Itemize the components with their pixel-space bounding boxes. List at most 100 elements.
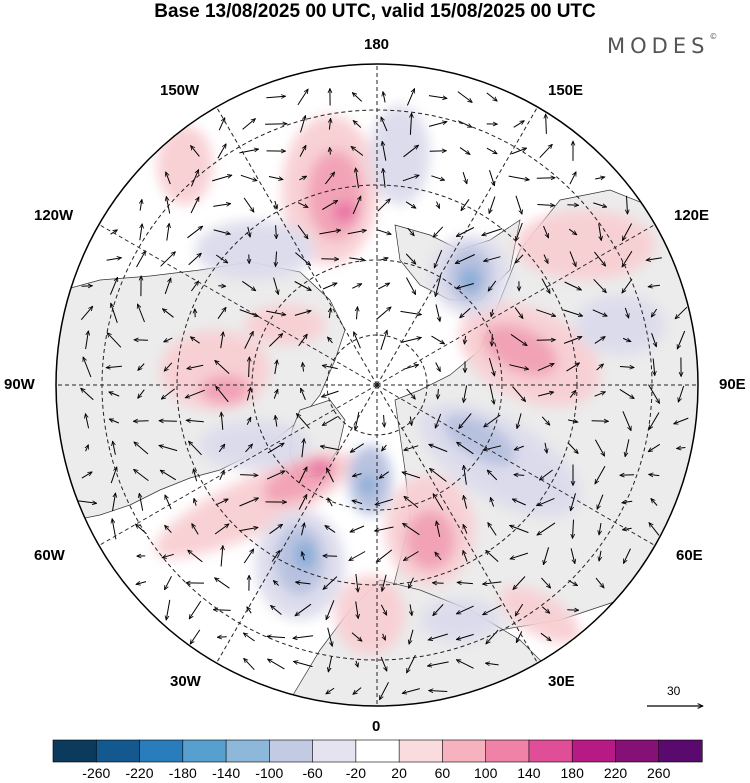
wind-arrow — [275, 360, 277, 375]
meridian-line — [376, 224, 656, 386]
wind-arrow — [269, 524, 283, 535]
graticule — [56, 64, 698, 706]
wind-arrow — [322, 200, 337, 211]
lon-label-150e: 150E — [548, 82, 584, 99]
wind-arrow — [244, 331, 254, 349]
wind-arrow — [508, 175, 530, 180]
wind-arrow — [294, 281, 312, 291]
wind-arrow — [164, 278, 171, 295]
anomaly-negative — [195, 220, 315, 280]
wind-arrow — [515, 195, 522, 214]
colorbar-swatch — [225, 739, 270, 763]
meridian-line — [216, 384, 378, 664]
lon-label-60e: 60E — [676, 547, 703, 564]
wind-arrow — [463, 524, 468, 534]
wind-arrow — [166, 599, 171, 620]
wind-arrow — [488, 523, 497, 536]
wind-arrow — [597, 494, 604, 510]
meridians — [56, 64, 698, 706]
wind-arrow — [487, 470, 498, 481]
wind-arrow — [677, 448, 686, 449]
meridian-line — [98, 384, 378, 546]
wind-arrow — [221, 546, 223, 567]
wind-arrow — [403, 523, 420, 536]
wind-arrow — [569, 390, 576, 398]
wind-arrow — [110, 230, 118, 235]
colorbar-swatch — [528, 739, 573, 763]
wind-arrow — [297, 224, 308, 239]
wind-arrow — [567, 420, 578, 422]
wind-arrow — [276, 251, 277, 267]
wind-arrow — [537, 522, 556, 535]
wind-arrow — [382, 574, 387, 592]
wind-arrow — [353, 121, 362, 128]
wind-arrow — [563, 309, 582, 316]
wind-arrow — [136, 251, 146, 268]
wind-arrow — [510, 333, 527, 345]
wind-arrow — [111, 303, 118, 323]
wind-arrow — [185, 389, 205, 398]
anomaly-positive — [482, 323, 558, 377]
wind-arrow — [243, 633, 255, 642]
wind-arrow — [400, 310, 422, 314]
wind-arrow — [591, 421, 609, 422]
wind-arrow — [489, 383, 494, 404]
lon-label-150w: 150W — [160, 82, 200, 99]
wind-arrow — [510, 552, 529, 559]
wind-arrow — [239, 498, 259, 507]
wind-arrow — [266, 470, 285, 480]
meridian-line — [98, 224, 378, 386]
wind-arrow — [268, 334, 282, 347]
wind-arrow — [295, 603, 312, 616]
wind-arrow — [213, 204, 230, 207]
wind-arrow — [678, 385, 685, 402]
wind-arrow — [570, 548, 575, 563]
wind-arrow — [165, 575, 172, 590]
colorbar-swatch — [442, 739, 487, 763]
wind-arrow — [405, 253, 416, 264]
wind-arrow — [545, 442, 547, 453]
wind-arrow — [221, 412, 223, 430]
wind-arrow — [515, 254, 524, 263]
wind-arrow — [166, 197, 171, 214]
wind-arrow — [295, 252, 310, 266]
wind-arrow — [110, 467, 117, 484]
anomaly-positive — [307, 150, 363, 240]
wind-arrow — [379, 258, 388, 260]
wind-arrow — [301, 523, 305, 536]
wind-arrow — [434, 249, 443, 268]
wind-arrow — [190, 629, 201, 644]
wind-arrow — [431, 335, 445, 344]
wind-arrow — [541, 278, 550, 294]
meridian-line — [216, 106, 378, 386]
colorbar-tick-label: -20 — [345, 765, 367, 781]
colorbar — [52, 739, 703, 763]
wind-arrow — [329, 118, 330, 130]
colorbar-tick-label: -140 — [212, 765, 241, 781]
wind-arrow — [622, 223, 633, 241]
wind-arrow — [352, 474, 362, 477]
anomaly-positive — [405, 510, 455, 570]
colorbar-tick-label: 60 — [434, 765, 451, 781]
wind-arrow — [350, 443, 364, 453]
wind-arrow — [329, 308, 330, 319]
wind-arrow — [215, 360, 230, 374]
wind-arrow — [483, 582, 502, 584]
wind-arrow — [352, 93, 363, 102]
wind-arrow — [627, 195, 628, 214]
wind-arrow — [512, 498, 526, 506]
wind-arrow — [513, 121, 525, 128]
wind-arrow — [595, 177, 605, 179]
wind-arrow — [509, 364, 528, 370]
wind-arrow — [402, 472, 421, 479]
anomaly-positive — [310, 460, 330, 476]
wind-arrow — [593, 202, 606, 207]
wind-arrow — [166, 172, 171, 185]
wind-arrow — [140, 199, 142, 211]
wind-arrow — [349, 551, 366, 561]
wind-arrow — [299, 145, 306, 157]
wind-arrow — [219, 470, 225, 481]
wind-arrow — [594, 251, 605, 266]
anomaly-positive — [515, 210, 655, 280]
wind-arrow — [188, 550, 203, 563]
